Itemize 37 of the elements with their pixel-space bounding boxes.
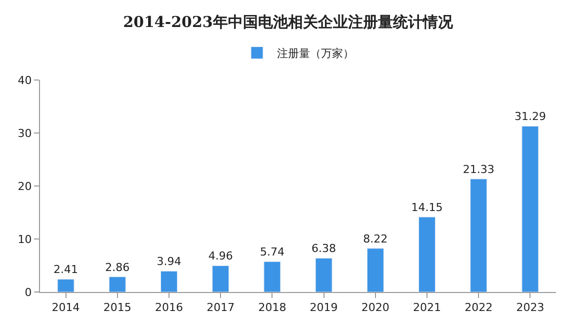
bar [522,126,539,292]
x-tick-label: 2019 [310,301,338,314]
x-tick-label: 2018 [258,301,286,314]
y-tick-label: 10 [18,232,32,246]
bar [108,276,126,292]
x-tick-label: 2016 [155,301,183,314]
data-label: 31.29 [514,110,546,124]
data-label: 4.96 [208,250,233,263]
x-tick-label: 2017 [206,301,235,314]
x-tick-label: 2020 [361,301,390,314]
bar [470,178,488,292]
chart-title: 2014-2023年中国电池相关企业注册量统计情况 [123,12,454,31]
data-label: 8.22 [363,232,388,246]
data-label: 5.74 [260,246,284,259]
data-label: 2.41 [54,263,78,276]
y-tick-label: 0 [24,286,32,299]
data-label: 3.94 [156,255,182,268]
bar [57,278,74,292]
x-tick-label: 2014 [52,301,80,314]
bar [418,216,436,292]
legend-label: 注册量（万家） [277,47,354,60]
data-label: 21.33 [462,162,494,176]
bar [212,265,230,292]
bar [160,270,178,292]
data-label: 2.86 [105,260,130,274]
x-tick-label: 2015 [103,301,132,314]
y-tick-label: 30 [18,126,32,140]
bar [315,258,332,292]
data-label: 6.38 [312,242,336,256]
bar [366,248,384,292]
y-tick-label: 40 [18,74,32,87]
y-tick-label: 20 [18,180,32,193]
data-label: 14.15 [411,201,443,214]
x-tick-label: 2021 [413,301,441,314]
x-tick-label: 2023 [516,301,544,314]
x-tick-label: 2022 [464,301,493,314]
bar [264,261,281,292]
